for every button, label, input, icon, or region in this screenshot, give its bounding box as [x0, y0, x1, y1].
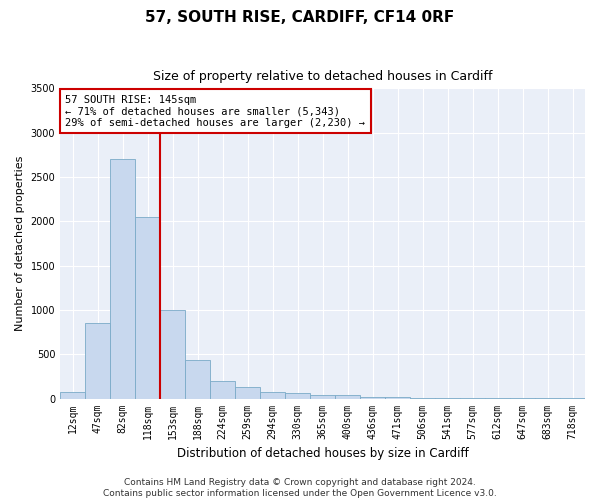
Bar — [135, 217, 160, 398]
Bar — [185, 360, 210, 399]
Title: Size of property relative to detached houses in Cardiff: Size of property relative to detached ho… — [153, 70, 493, 83]
Text: Contains HM Land Registry data © Crown copyright and database right 2024.
Contai: Contains HM Land Registry data © Crown c… — [103, 478, 497, 498]
Bar — [210, 381, 235, 398]
Bar — [285, 393, 310, 398]
Bar — [160, 310, 185, 398]
Text: 57, SOUTH RISE, CARDIFF, CF14 0RF: 57, SOUTH RISE, CARDIFF, CF14 0RF — [145, 10, 455, 25]
Bar — [310, 395, 335, 398]
Bar — [260, 392, 285, 398]
Bar — [235, 387, 260, 398]
Bar — [110, 159, 135, 398]
Bar — [385, 397, 410, 398]
X-axis label: Distribution of detached houses by size in Cardiff: Distribution of detached houses by size … — [177, 447, 469, 460]
Bar — [60, 392, 85, 398]
Bar — [85, 323, 110, 398]
Bar — [360, 397, 385, 398]
Y-axis label: Number of detached properties: Number of detached properties — [15, 156, 25, 331]
Bar — [335, 396, 360, 398]
Text: 57 SOUTH RISE: 145sqm
← 71% of detached houses are smaller (5,343)
29% of semi-d: 57 SOUTH RISE: 145sqm ← 71% of detached … — [65, 94, 365, 128]
